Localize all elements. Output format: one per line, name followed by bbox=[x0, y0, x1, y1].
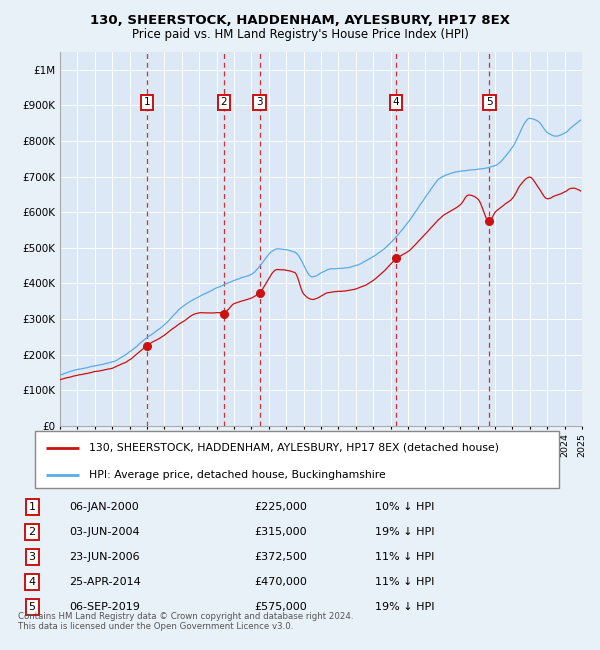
Text: 1: 1 bbox=[29, 502, 35, 512]
Text: 1: 1 bbox=[144, 98, 151, 107]
Text: 19% ↓ HPI: 19% ↓ HPI bbox=[375, 602, 434, 612]
Text: 4: 4 bbox=[29, 577, 36, 587]
Text: 2: 2 bbox=[29, 527, 36, 537]
Text: 19% ↓ HPI: 19% ↓ HPI bbox=[375, 527, 434, 537]
Text: Price paid vs. HM Land Registry's House Price Index (HPI): Price paid vs. HM Land Registry's House … bbox=[131, 28, 469, 41]
Text: 11% ↓ HPI: 11% ↓ HPI bbox=[375, 552, 434, 562]
Text: £225,000: £225,000 bbox=[254, 502, 307, 512]
Text: Contains HM Land Registry data © Crown copyright and database right 2024.
This d: Contains HM Land Registry data © Crown c… bbox=[18, 612, 353, 631]
Text: 25-APR-2014: 25-APR-2014 bbox=[70, 577, 142, 587]
Text: 5: 5 bbox=[29, 602, 35, 612]
Text: 5: 5 bbox=[486, 98, 493, 107]
Text: 130, SHEERSTOCK, HADDENHAM, AYLESBURY, HP17 8EX (detached house): 130, SHEERSTOCK, HADDENHAM, AYLESBURY, H… bbox=[89, 443, 499, 452]
Text: 3: 3 bbox=[29, 552, 35, 562]
Text: £575,000: £575,000 bbox=[254, 602, 307, 612]
Text: £372,500: £372,500 bbox=[254, 552, 307, 562]
Text: 3: 3 bbox=[256, 98, 263, 107]
Text: 06-SEP-2019: 06-SEP-2019 bbox=[70, 602, 140, 612]
Text: 03-JUN-2004: 03-JUN-2004 bbox=[70, 527, 140, 537]
Text: £315,000: £315,000 bbox=[254, 527, 307, 537]
Text: 11% ↓ HPI: 11% ↓ HPI bbox=[375, 577, 434, 587]
Text: 10% ↓ HPI: 10% ↓ HPI bbox=[375, 502, 434, 512]
FancyBboxPatch shape bbox=[35, 432, 559, 488]
Text: 2: 2 bbox=[221, 98, 227, 107]
Text: £470,000: £470,000 bbox=[254, 577, 307, 587]
Text: 23-JUN-2006: 23-JUN-2006 bbox=[70, 552, 140, 562]
Text: 130, SHEERSTOCK, HADDENHAM, AYLESBURY, HP17 8EX: 130, SHEERSTOCK, HADDENHAM, AYLESBURY, H… bbox=[90, 14, 510, 27]
Text: 06-JAN-2000: 06-JAN-2000 bbox=[70, 502, 139, 512]
Text: HPI: Average price, detached house, Buckinghamshire: HPI: Average price, detached house, Buck… bbox=[89, 470, 386, 480]
Text: 4: 4 bbox=[393, 98, 400, 107]
